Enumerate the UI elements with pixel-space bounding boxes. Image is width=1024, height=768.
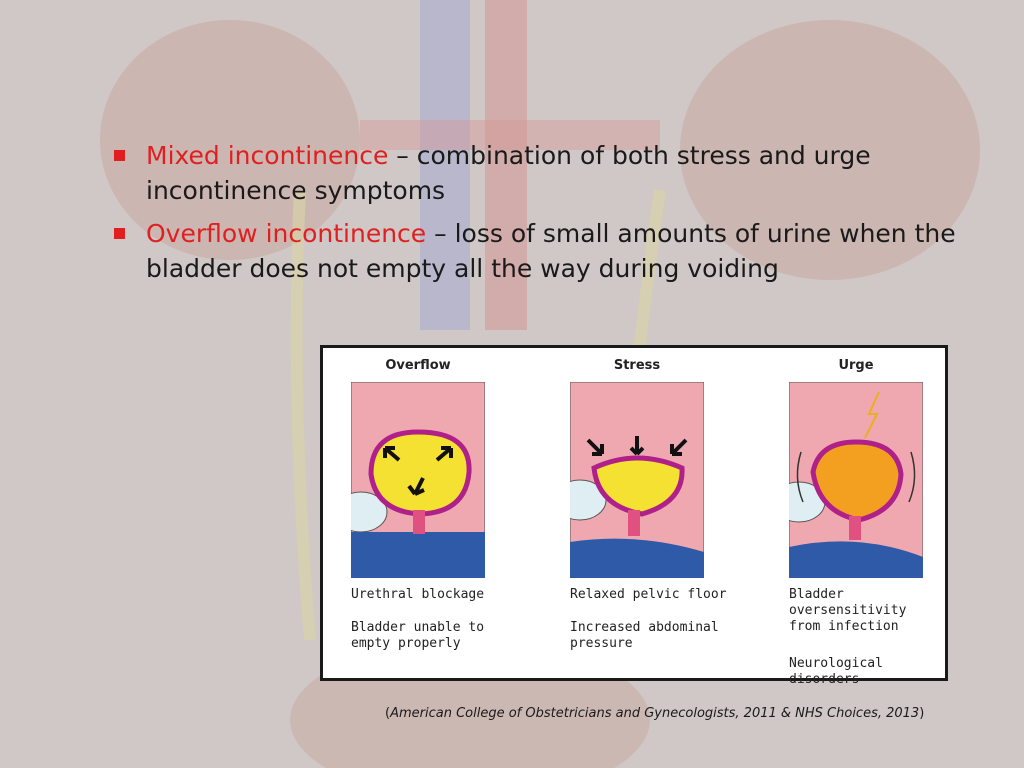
- citation-text: American College of Obstetricians and Gy…: [390, 706, 920, 721]
- bullet-square-icon: [114, 150, 125, 161]
- panel-cause: Urethral blockage: [351, 587, 485, 602]
- bullet-square-icon: [114, 228, 125, 239]
- panel-urge: Urge Bladder oversensitivity from infect…: [761, 354, 951, 687]
- bullet-term: Overflow incontinence: [146, 219, 427, 248]
- panel-title: Overflow: [385, 358, 451, 373]
- panel-title: Urge: [838, 358, 874, 373]
- citation: (American College of Obstetricians and G…: [385, 706, 924, 721]
- citation-close: ): [919, 706, 925, 721]
- panel-effect: Bladder unable to empty properly: [351, 620, 485, 651]
- panel-title: Stress: [613, 358, 661, 373]
- panel-overflow: Overflow Urethral blockage Bladder unabl…: [323, 354, 513, 674]
- bullet-text: – combination of both stress and urge in…: [146, 141, 871, 205]
- stress-bladder-illustration: [570, 382, 704, 578]
- citation-open: (: [385, 706, 391, 721]
- panel-effect: Neurological disorders: [789, 656, 883, 687]
- panel-cause: Bladder oversensitivity from infection: [789, 587, 907, 634]
- bullet-overflow-incontinence: Overflow incontinence – loss of small am…: [112, 216, 982, 286]
- bullet-text: – loss of small amounts of urine when th…: [146, 219, 956, 283]
- bullet-mixed-incontinence: Mixed incontinence – combination of both…: [112, 138, 982, 208]
- panel-effect: Increased abdominal pressure: [570, 620, 719, 651]
- bullet-list: Mixed incontinence – combination of both…: [112, 138, 982, 294]
- urge-bladder-illustration: [789, 382, 923, 578]
- incontinence-types-figure: Overflow Urethral blockage Bladder unabl…: [320, 345, 951, 687]
- panel-stress: Stress Relaxed pelvic floor Increased ab…: [542, 354, 732, 674]
- panel-cause: Relaxed pelvic floor: [570, 587, 727, 602]
- overflow-bladder-illustration: [351, 382, 485, 578]
- bullet-term: Mixed incontinence: [146, 141, 389, 170]
